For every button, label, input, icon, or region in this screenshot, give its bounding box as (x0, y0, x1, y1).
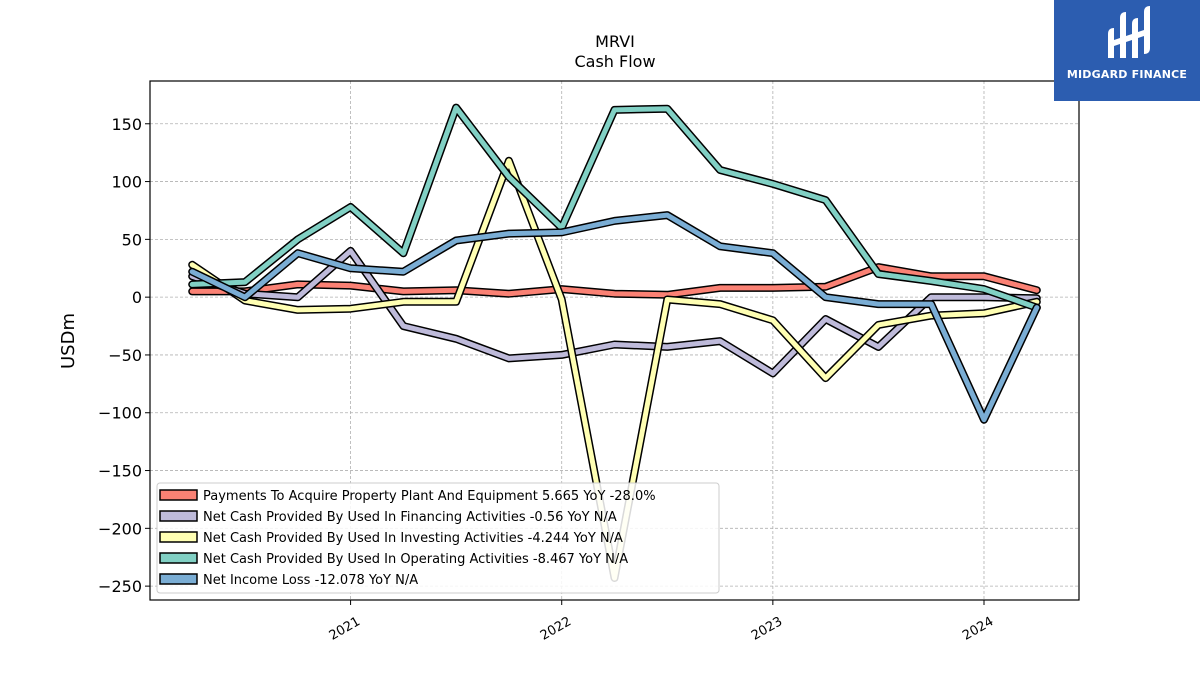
y-axis-ticks: 150 100 50 0 −50 −100 −150 −200 −250 (98, 115, 150, 596)
series-line (189, 105, 1040, 311)
y-tick-label: −250 (98, 577, 142, 596)
legend-entry: Payments To Acquire Property Plant And E… (203, 489, 656, 504)
legend-swatch (159, 510, 198, 522)
x-tick-label: 2023 (749, 614, 785, 644)
y-tick-label: −100 (98, 404, 142, 423)
legend-swatch (159, 531, 198, 543)
x-tick-label: 2024 (960, 614, 996, 644)
legend-entry: Net Cash Provided By Used In Investing A… (203, 531, 623, 546)
legend-entry: Net Cash Provided By Used In Operating A… (203, 552, 628, 567)
x-tick-label: 2021 (327, 614, 363, 644)
chart-title: MRVI (595, 32, 635, 51)
legend-box (156, 482, 720, 594)
y-tick-label: 150 (111, 115, 142, 134)
midgard-finance-logo: MIDGARD FINANCE (1054, 0, 1200, 101)
legend-swatch (159, 552, 198, 564)
y-axis-label: USDm (58, 313, 79, 369)
y-tick-label: 100 (111, 173, 142, 192)
logo-mark-icon (1108, 6, 1150, 58)
y-tick-label: 0 (132, 288, 142, 307)
x-axis-ticks: 2021 2022 2023 2024 (327, 600, 996, 644)
chart-subtitle: Cash Flow (574, 52, 655, 71)
x-tick-label: 2022 (538, 614, 574, 644)
legend: Payments To Acquire Property Plant And E… (156, 482, 720, 594)
legend-swatch (159, 489, 198, 501)
legend-swatch (159, 573, 198, 585)
y-tick-label: −200 (98, 519, 142, 538)
plot-area-frame (149, 80, 1080, 601)
y-tick-label: −50 (108, 346, 142, 365)
series-line (189, 212, 1040, 423)
series-line (189, 264, 1040, 298)
legend-entry: Net Income Loss -12.078 YoY N/A (203, 573, 418, 588)
y-tick-label: 50 (122, 230, 142, 249)
logo-wordmark: MIDGARD FINANCE (1066, 68, 1188, 81)
y-tick-label: −150 (98, 462, 142, 481)
series-layer (188, 103, 1041, 582)
legend-entry: Net Cash Provided By Used In Financing A… (203, 510, 617, 525)
